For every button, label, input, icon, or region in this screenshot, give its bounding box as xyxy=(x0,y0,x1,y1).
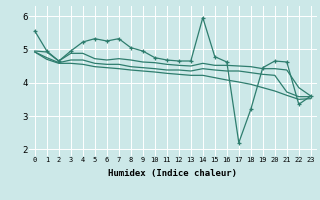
X-axis label: Humidex (Indice chaleur): Humidex (Indice chaleur) xyxy=(108,169,237,178)
